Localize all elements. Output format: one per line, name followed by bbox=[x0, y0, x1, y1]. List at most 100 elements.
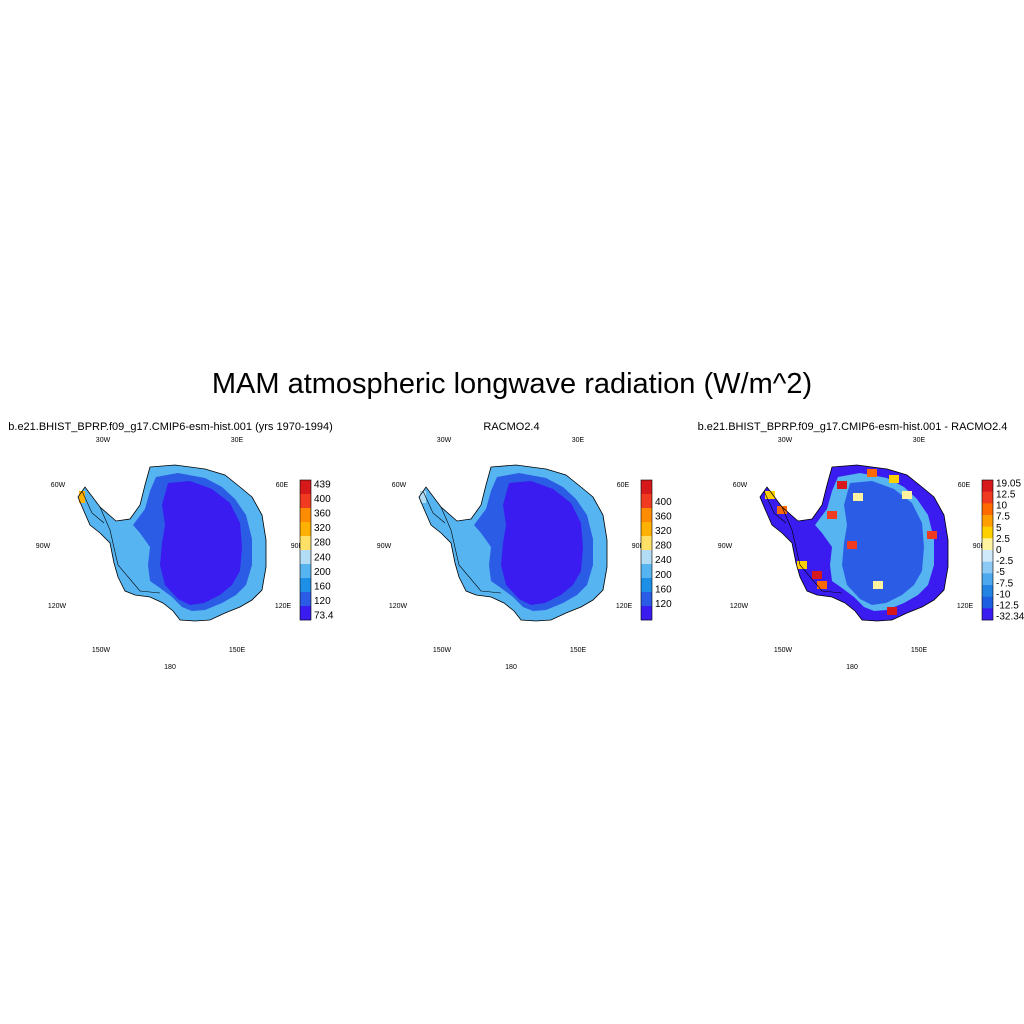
colorbar-box bbox=[641, 522, 652, 537]
colorbar-label: 160 bbox=[314, 581, 331, 592]
colorbar-label: 73.4 bbox=[314, 611, 334, 622]
coastline bbox=[418, 464, 608, 622]
colorbar-box bbox=[641, 508, 652, 523]
peninsula-line bbox=[422, 490, 446, 524]
colorbar-label: -10 bbox=[996, 589, 1011, 600]
map-svg: 30W 30E 60W 60E 90W 90E 120W 120E 150W 150E 180 19.… bbox=[718, 437, 1024, 671]
colorbar-box bbox=[300, 536, 311, 551]
longitude-label: 90W bbox=[718, 543, 733, 550]
colorbar-box bbox=[641, 550, 652, 565]
colorbar-box bbox=[982, 561, 993, 574]
plateau-interior bbox=[842, 481, 924, 605]
panel-model: b.e21.BHIST_BPRP.f09_g17.CMIP6-esm-hist.… bbox=[0, 415, 341, 680]
colorbar-label: 2.5 bbox=[996, 534, 1010, 545]
colorbar-label: 400 bbox=[655, 497, 672, 508]
colorbar-label: 200 bbox=[314, 567, 331, 578]
bias-cell bbox=[847, 541, 857, 549]
colorbar-label: 320 bbox=[655, 526, 672, 537]
colorbar-box bbox=[300, 606, 311, 621]
longitude-label: 30W bbox=[437, 437, 452, 444]
panel-title: b.e21.BHIST_BPRP.f09_g17.CMIP6-esm-hist.… bbox=[697, 421, 1008, 433]
longitude-label: 150W bbox=[92, 647, 111, 654]
colorbar-label: 120 bbox=[655, 599, 672, 610]
longitude-label: 120E bbox=[957, 603, 974, 610]
peninsula-tip-cell bbox=[420, 491, 426, 503]
colorbar-box bbox=[982, 573, 993, 586]
colorbar-box bbox=[641, 578, 652, 593]
colorbar-label: 19.05 bbox=[996, 478, 1021, 489]
longitude-label: 60W bbox=[51, 482, 66, 489]
colorbar-label: 160 bbox=[655, 584, 672, 595]
colorbar-box bbox=[982, 596, 993, 609]
longitude-label: 120W bbox=[730, 603, 749, 610]
panel-racmo: RACMO2.4 30W 30E 60W 60E 90W 90E 120W 120E 150W 1… bbox=[341, 415, 682, 680]
colorbar-box bbox=[300, 550, 311, 565]
figure-title: MAM atmospheric longwave radiation (W/m^… bbox=[211, 368, 813, 400]
longitude-label: 90E bbox=[632, 543, 645, 550]
longitude-label: 30E bbox=[913, 437, 926, 444]
colorbar-box bbox=[982, 550, 993, 562]
colorbar-label: 120 bbox=[314, 596, 331, 607]
longitude-label: 60W bbox=[733, 482, 748, 489]
bias-cell bbox=[817, 581, 827, 589]
bias-cell bbox=[887, 607, 897, 615]
colorbar-box bbox=[300, 592, 311, 607]
peninsula-tip-cell bbox=[79, 491, 85, 503]
colorbar-box bbox=[982, 608, 993, 621]
colorbar-label: -2.5 bbox=[996, 556, 1014, 567]
colorbar-box bbox=[641, 564, 652, 579]
colorbar-label: 280 bbox=[314, 538, 331, 549]
ice-shelf-line bbox=[99, 506, 161, 594]
longitude-label: 90W bbox=[377, 543, 392, 550]
colorbar-box bbox=[982, 491, 993, 504]
longitude-label: 150W bbox=[774, 647, 793, 654]
colorbar-label: -5 bbox=[996, 567, 1005, 578]
longitude-label: 60E bbox=[958, 482, 971, 489]
colorbar-label: 320 bbox=[314, 523, 331, 534]
colorbar-box bbox=[300, 564, 311, 579]
colorbar-label: -7.5 bbox=[996, 578, 1014, 589]
colorbar-label: 360 bbox=[655, 511, 672, 522]
colorbar-label: 12.5 bbox=[996, 489, 1016, 500]
colorbar-label: 10 bbox=[996, 501, 1008, 512]
map-svg: 30W 30E 60W 60E 90W 90E 120W 120E 150W 150E 180 439… bbox=[36, 437, 334, 671]
bias-cell bbox=[777, 506, 787, 514]
longitude-label: 150E bbox=[229, 647, 246, 654]
coastline bbox=[77, 464, 267, 622]
colorbar-box bbox=[982, 503, 993, 516]
colorbar-box bbox=[641, 592, 652, 607]
longitude-label: 150E bbox=[570, 647, 587, 654]
ice-shelf-line bbox=[781, 506, 843, 594]
longitude-label: 30W bbox=[96, 437, 111, 444]
coastline bbox=[759, 464, 949, 622]
longitude-label: 150W bbox=[433, 647, 452, 654]
colorbar-box bbox=[300, 508, 311, 523]
colorbar-label: 5 bbox=[996, 523, 1002, 534]
longitude-label: 180 bbox=[164, 664, 176, 671]
plateau-interior bbox=[501, 481, 583, 605]
colorbar-box bbox=[982, 526, 993, 539]
longitude-label: 120W bbox=[389, 603, 408, 610]
longitude-label: 60E bbox=[617, 482, 630, 489]
bias-cell bbox=[889, 475, 899, 483]
bias-cell bbox=[837, 481, 847, 489]
longitude-label: 30E bbox=[572, 437, 585, 444]
bias-cell bbox=[765, 491, 775, 499]
longitude-label: 90E bbox=[291, 543, 304, 550]
peninsula-line bbox=[763, 490, 787, 524]
longitude-label: 180 bbox=[505, 664, 517, 671]
colorbar-box bbox=[982, 585, 993, 597]
bias-cell bbox=[927, 531, 937, 539]
colorbar-label: -12.5 bbox=[996, 601, 1019, 612]
longitude-label: 120W bbox=[48, 603, 67, 610]
colorbar-box bbox=[982, 538, 993, 551]
colorbar-box bbox=[982, 480, 993, 492]
panel-difference: b.e21.BHIST_BPRP.f09_g17.CMIP6-esm-hist.… bbox=[682, 415, 1024, 680]
longitude-label: 60W bbox=[392, 482, 407, 489]
longitude-label: 30W bbox=[778, 437, 793, 444]
bias-cell bbox=[853, 493, 863, 501]
colorbar-frame bbox=[640, 479, 653, 621]
longitude-label: 90W bbox=[36, 543, 51, 550]
colorbar-box bbox=[641, 494, 652, 509]
longitude-label: 60E bbox=[276, 482, 289, 489]
